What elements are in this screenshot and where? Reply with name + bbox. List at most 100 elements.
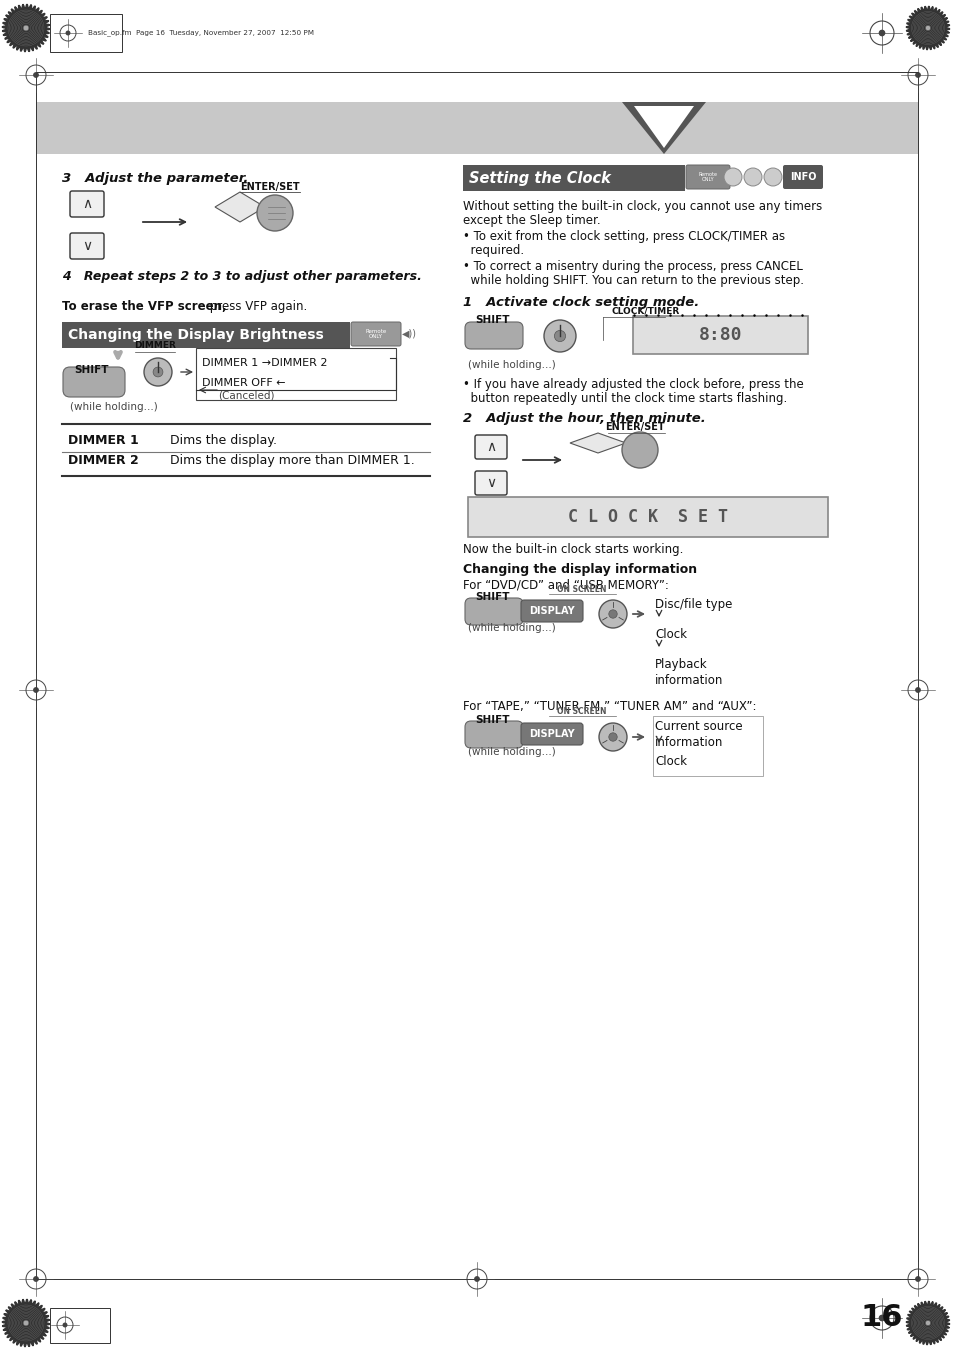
Circle shape: [763, 168, 781, 186]
Text: • To exit from the clock setting, press CLOCK/TIMER as: • To exit from the clock setting, press …: [462, 230, 784, 243]
Circle shape: [475, 1277, 478, 1281]
FancyBboxPatch shape: [464, 322, 522, 349]
FancyBboxPatch shape: [520, 723, 582, 744]
Bar: [195, 349, 395, 400]
Text: ON SCREEN: ON SCREEN: [557, 585, 606, 594]
FancyBboxPatch shape: [464, 721, 522, 748]
Text: INFO: INFO: [789, 172, 816, 182]
Circle shape: [256, 195, 293, 231]
Text: DIMMER 2: DIMMER 2: [68, 454, 138, 467]
Text: SHIFT: SHIFT: [475, 715, 509, 725]
Text: ∧: ∧: [485, 440, 496, 454]
Polygon shape: [621, 101, 705, 154]
Text: DIMMER 1: DIMMER 1: [68, 434, 138, 447]
Text: Changing the display information: Changing the display information: [462, 563, 697, 576]
Bar: [652, 716, 762, 775]
Circle shape: [915, 73, 920, 77]
Bar: [36, 101, 917, 154]
Polygon shape: [634, 105, 693, 149]
Circle shape: [23, 1320, 29, 1325]
Text: ON SCREEN: ON SCREEN: [557, 707, 606, 716]
Text: ∨: ∨: [82, 239, 92, 253]
Text: DIMMER OFF ←: DIMMER OFF ←: [202, 378, 285, 388]
Circle shape: [543, 320, 576, 353]
Text: DIMMER 1 →DIMMER 2: DIMMER 1 →DIMMER 2: [202, 358, 327, 367]
Circle shape: [63, 1323, 67, 1327]
FancyBboxPatch shape: [464, 598, 522, 626]
Circle shape: [33, 1277, 38, 1281]
Text: SHIFT: SHIFT: [475, 315, 509, 326]
Text: (while holding...): (while holding...): [70, 403, 157, 412]
Text: Without setting the built-in clock, you cannot use any timers: Without setting the built-in clock, you …: [462, 200, 821, 213]
Circle shape: [915, 688, 920, 692]
FancyBboxPatch shape: [351, 322, 400, 346]
Text: Dims the display.: Dims the display.: [170, 434, 276, 447]
FancyBboxPatch shape: [520, 600, 582, 621]
Text: while holding SHIFT. You can return to the previous step.: while holding SHIFT. You can return to t…: [462, 274, 803, 286]
Text: • To correct a misentry during the process, press CANCEL: • To correct a misentry during the proce…: [462, 259, 802, 273]
Text: SHIFT: SHIFT: [475, 592, 509, 603]
Circle shape: [879, 1316, 883, 1321]
Text: 2   Adjust the hour, then minute.: 2 Adjust the hour, then minute.: [462, 412, 705, 426]
Text: Playback
information: Playback information: [655, 658, 722, 688]
Circle shape: [598, 723, 626, 751]
Text: required.: required.: [462, 245, 523, 257]
Bar: [462, 165, 684, 190]
Text: Basic_op.fm  Page 16  Tuesday, November 27, 2007  12:50 PM: Basic_op.fm Page 16 Tuesday, November 27…: [88, 30, 314, 36]
Text: (while holding...): (while holding...): [468, 747, 556, 757]
Text: (while holding...): (while holding...): [468, 623, 556, 634]
Circle shape: [879, 30, 883, 35]
Text: 8:80: 8:80: [698, 326, 741, 345]
Text: except the Sleep timer.: except the Sleep timer.: [462, 213, 600, 227]
Text: DIMMER: DIMMER: [134, 340, 175, 350]
Circle shape: [33, 688, 38, 692]
Bar: [468, 497, 827, 536]
FancyBboxPatch shape: [70, 232, 104, 259]
Polygon shape: [905, 1301, 949, 1346]
Circle shape: [743, 168, 761, 186]
FancyBboxPatch shape: [475, 471, 506, 494]
Circle shape: [608, 609, 617, 619]
Text: ∨: ∨: [485, 476, 496, 490]
Text: button repeatedly until the clock time starts flashing.: button repeatedly until the clock time s…: [462, 392, 786, 405]
Circle shape: [598, 600, 626, 628]
Polygon shape: [569, 434, 625, 453]
Circle shape: [23, 26, 29, 31]
Circle shape: [723, 168, 741, 186]
Text: 16: 16: [860, 1304, 902, 1332]
Circle shape: [66, 31, 70, 35]
Text: For “DVD/CD” and “USB MEMORY”:: For “DVD/CD” and “USB MEMORY”:: [462, 578, 668, 590]
Text: Disc/file type: Disc/file type: [655, 598, 732, 611]
Circle shape: [915, 1277, 920, 1281]
Circle shape: [608, 732, 617, 742]
Text: DISPLAY: DISPLAY: [529, 607, 575, 616]
Text: Dims the display more than DIMMER 1.: Dims the display more than DIMMER 1.: [170, 454, 415, 467]
Text: Changing the Display Brightness: Changing the Display Brightness: [68, 328, 323, 342]
Text: ENTER/SET: ENTER/SET: [604, 422, 664, 432]
Text: Remote
ONLY: Remote ONLY: [698, 172, 717, 182]
Text: ◀)): ◀)): [401, 330, 416, 339]
Text: (Canceled): (Canceled): [218, 390, 274, 401]
Polygon shape: [905, 7, 949, 50]
Text: • If you have already adjusted the clock before, press the: • If you have already adjusted the clock…: [462, 378, 803, 390]
Text: ∧: ∧: [82, 197, 92, 211]
FancyBboxPatch shape: [70, 190, 104, 218]
Text: C L O C K  S E T: C L O C K S E T: [567, 508, 727, 526]
Text: To erase the VFP screen,: To erase the VFP screen,: [62, 300, 227, 313]
FancyBboxPatch shape: [63, 367, 125, 397]
Circle shape: [144, 358, 172, 386]
Bar: [62, 322, 350, 349]
Text: SHIFT: SHIFT: [74, 365, 109, 376]
Circle shape: [152, 367, 163, 377]
Text: For “TAPE,” “TUNER FM,” “TUNER AM” and “AUX”:: For “TAPE,” “TUNER FM,” “TUNER AM” and “…: [462, 700, 756, 713]
Text: Current source
information: Current source information: [655, 720, 741, 748]
Text: 3   Adjust the parameter.: 3 Adjust the parameter.: [62, 172, 248, 185]
Text: 1   Activate clock setting mode.: 1 Activate clock setting mode.: [462, 296, 699, 309]
Polygon shape: [2, 4, 50, 51]
FancyBboxPatch shape: [782, 165, 822, 189]
FancyBboxPatch shape: [685, 165, 729, 189]
Circle shape: [924, 1320, 930, 1325]
Bar: [633, 316, 807, 354]
Circle shape: [924, 26, 930, 31]
Circle shape: [554, 331, 565, 342]
